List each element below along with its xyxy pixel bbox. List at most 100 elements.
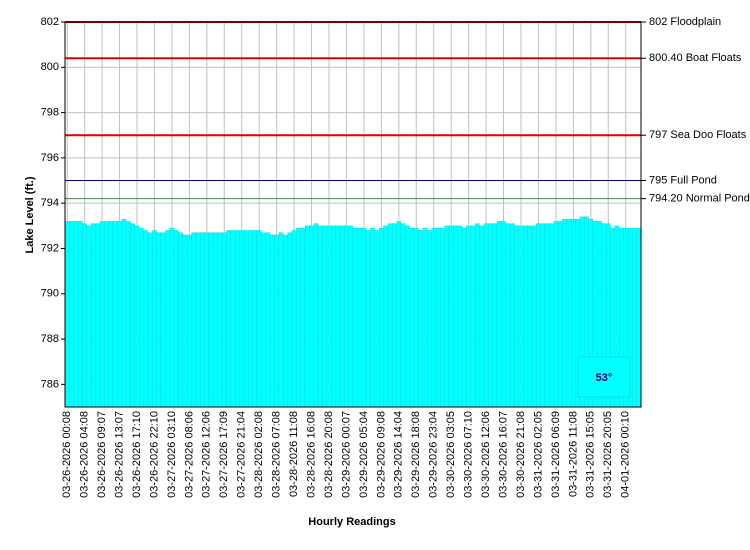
bar [73,221,79,408]
bar [134,225,140,408]
bar [182,234,188,408]
x-tick-label: 03-31-2026 06:09 [550,411,562,498]
bar [304,225,310,408]
x-tick-label: 03-30-2026 21:08 [515,411,527,498]
reference-label: 802 Floodplain [649,16,721,28]
bar [217,232,223,408]
bar [405,225,410,408]
x-tick-label: 03-27-2026 17:09 [218,411,230,498]
bar [221,232,227,408]
reference-label: 794.20 Normal Pond [649,193,750,205]
bar [191,232,197,408]
bar [296,227,301,408]
x-tick-label: 03-30-2026 07:10 [463,411,475,498]
bar [125,221,131,408]
bar [496,221,502,408]
bar [470,225,476,408]
bar [392,223,397,408]
x-tick-label: 03-28-2026 07:08 [271,411,283,498]
bar [265,232,271,408]
bar [77,221,83,408]
bar [453,225,458,408]
x-tick-label: 03-26-2026 22:10 [148,411,160,498]
bar [557,221,563,408]
y-tick-label: 796 [41,152,59,164]
bar [492,223,498,408]
x-tick-label: 03-31-2026 15:05 [585,411,597,498]
y-tick-label: 792 [41,242,59,254]
y-axis-label: Lake Level (ft.) [24,176,36,253]
bar [104,221,109,408]
bar [121,218,127,408]
bar [448,225,454,408]
bar [474,223,480,408]
bar [278,232,284,408]
x-tick-label: 03-31-2026 20:05 [602,411,614,498]
bar [200,232,205,408]
bar [230,230,236,408]
bar [117,221,122,408]
x-tick-label: 03-28-2026 20:08 [323,411,335,498]
bar [282,234,288,408]
bar [618,227,624,408]
bar [527,225,533,408]
x-tick-label: 03-26-2026 13:07 [113,411,125,498]
bar [610,227,616,408]
bar [173,230,179,408]
bar [418,230,424,408]
x-tick-label: 03-29-2026 18:08 [410,411,422,498]
bar [252,230,258,408]
bar [435,227,441,408]
bar [335,225,341,408]
bar [269,234,275,408]
y-tick-label: 802 [41,16,59,28]
x-tick-label: 03-31-2026 11:08 [567,411,579,497]
bar [570,218,576,408]
bar [239,230,245,408]
bar [256,230,262,408]
bar [130,223,136,408]
x-tick-label: 03-26-2026 00:08 [61,411,73,498]
bar [426,230,432,408]
bar [544,223,550,408]
bar [147,232,153,408]
bar [90,223,96,408]
plot-border [64,21,642,408]
y-tick-label: 786 [41,378,59,390]
bar [165,230,170,408]
reference-label: 800.40 Boat Floats [649,52,742,64]
bar [186,234,192,408]
bar [501,221,506,408]
x-tick-label: 03-26-2026 04:08 [79,411,91,498]
bar [440,227,445,408]
bar [352,227,358,408]
bar [169,227,175,408]
annotation-box [577,356,631,398]
bar [348,225,354,408]
bar [444,225,450,408]
bar [396,221,402,408]
bar [195,232,201,408]
bar [226,230,232,408]
bar [431,227,437,408]
bar [383,225,389,408]
bar [138,227,144,408]
bar [509,223,515,408]
bar [374,230,380,408]
bar [64,221,70,408]
bar [261,232,266,408]
bar [483,223,489,408]
x-tick-label: 04-01-2026 00:10 [620,411,632,498]
bar [623,227,629,408]
bar [422,227,428,408]
bar [274,234,280,408]
bar [553,221,559,408]
x-tick-label: 03-26-2026 09:07 [96,411,108,498]
bar [339,225,345,408]
x-tick-label: 03-31-2026 02:05 [532,411,544,498]
x-tick-label: 03-30-2026 03:05 [445,411,457,498]
bar [178,232,184,408]
bar [413,227,419,408]
bar [632,227,637,408]
bar [522,225,528,408]
